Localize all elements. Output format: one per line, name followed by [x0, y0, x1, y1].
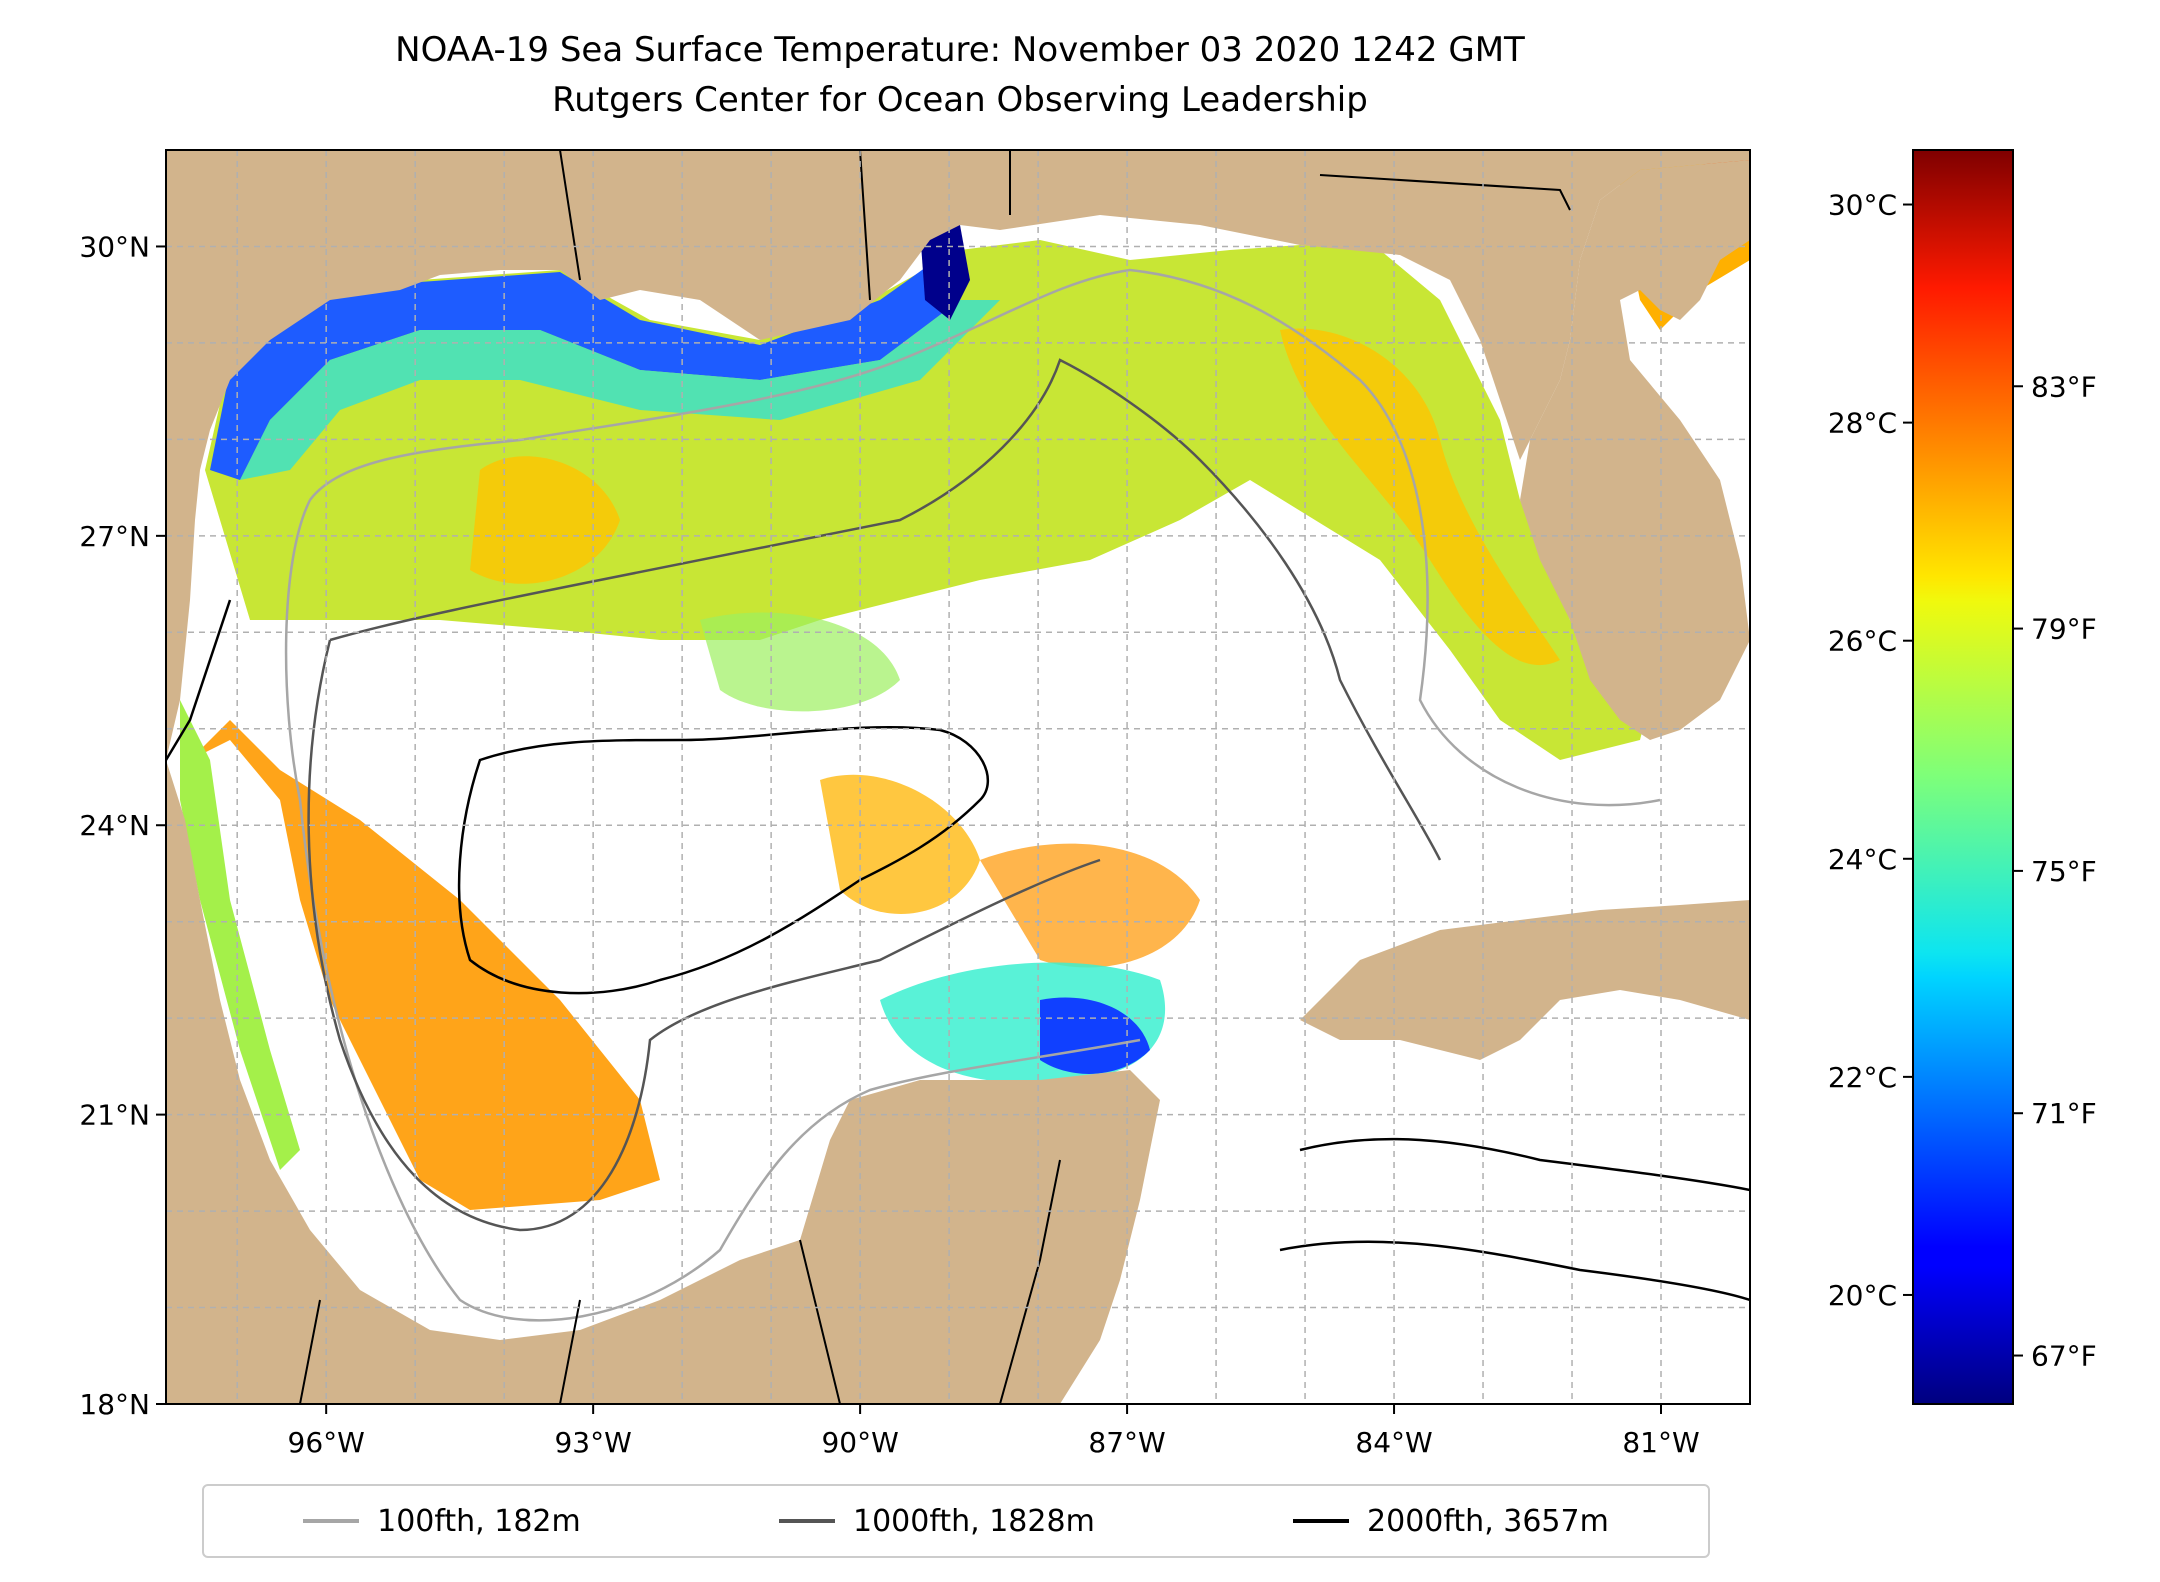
- bathymetry-100fth-contour: [284, 268, 1661, 1322]
- sst-western-coast-green: [180, 700, 300, 1170]
- legend-item-2000fth: 2000fth, 3657m: [1293, 1504, 1609, 1539]
- lon-tick-label: 87°W: [1088, 1426, 1165, 1459]
- mexico-state-borders: [299, 1159, 1061, 1404]
- lat-tick-label: 27°N: [79, 520, 150, 553]
- bathymetry-1000fth-contour: [307, 358, 1442, 1232]
- lon-tick-label: 96°W: [288, 1426, 365, 1459]
- celsius-tick-label: 22°C: [1828, 1061, 1897, 1094]
- legend-line-1000fth: [778, 1519, 835, 1523]
- legend-item-100fth: 100fth, 182m: [303, 1504, 581, 1539]
- lon-tick-label: 90°W: [821, 1426, 898, 1459]
- colorbar-celsius-axis: 30°C 28°C 26°C 24°C 22°C 20°C: [1828, 189, 1913, 1312]
- celsius-tick-label: 28°C: [1828, 407, 1897, 440]
- us-state-borders: [559, 150, 1571, 301]
- map-frame: [165, 149, 1751, 1405]
- us-mexico-border: [166, 599, 232, 761]
- sst-cool-coastal-band: [210, 250, 960, 480]
- map-subtitle: Rutgers Center for Ocean Observing Leade…: [552, 80, 1368, 120]
- sst-western-gulf-swath: [190, 720, 660, 1210]
- celsius-tick-label: 30°C: [1828, 189, 1897, 222]
- colorbar-fahrenheit-axis: 83°F 79°F 75°F 71°F 67°F: [2013, 370, 2097, 1373]
- legend-label-1000fth: 1000fth, 1828m: [852, 1503, 1095, 1539]
- legend-label-100fth: 100fth, 182m: [377, 1503, 581, 1539]
- legend-line-100fth: [303, 1519, 360, 1523]
- fahrenheit-tick-label: 75°F: [2031, 855, 2097, 888]
- sst-central-patch-2: [980, 843, 1200, 968]
- sst-warm-patch-east: [1280, 328, 1560, 666]
- lon-tick-label: 93°W: [554, 1426, 631, 1459]
- fahrenheit-tick-label: 71°F: [2031, 1097, 2097, 1130]
- legend-label-2000fth: 2000fth, 3657m: [1367, 1503, 1609, 1539]
- celsius-tick-label: 26°C: [1828, 625, 1897, 658]
- longitude-tick-labels: 96°W 93°W 90°W 87°W 84°W 81°W: [288, 1404, 1700, 1459]
- colorbar: [1912, 149, 2014, 1405]
- sst-teal-band: [240, 300, 1000, 480]
- lat-tick-label: 21°N: [79, 1099, 150, 1132]
- land-florida-peninsula: [1520, 160, 1750, 740]
- land-us-gulf-coast: [166, 150, 1750, 760]
- legend-item-1000fth: 1000fth, 1828m: [778, 1503, 1095, 1539]
- celsius-tick-label: 20°C: [1828, 1279, 1897, 1312]
- celsius-tick-label: 24°C: [1828, 843, 1897, 876]
- legend-line-2000fth: [1293, 1519, 1350, 1523]
- fahrenheit-tick-label: 79°F: [2031, 613, 2097, 646]
- sst-yucatan-blue-patch: [1040, 997, 1150, 1074]
- sst-cold-delta: [920, 225, 970, 320]
- lat-tick-label: 30°N: [79, 230, 150, 263]
- lon-tick-label: 84°W: [1355, 1426, 1432, 1459]
- sst-warm-patch-north: [470, 456, 620, 584]
- fahrenheit-tick-label: 67°F: [2031, 1340, 2097, 1373]
- land-cuba: [1300, 900, 1750, 1060]
- bathymetry-2000fth-contour: [457, 725, 1750, 1302]
- lat-tick-label: 18°N: [79, 1388, 150, 1421]
- sst-central-patch-3: [700, 612, 900, 712]
- land-mexico: [166, 760, 1160, 1404]
- lat-tick-label: 24°N: [79, 809, 150, 842]
- latitude-tick-labels: 30°N 27°N 24°N 21°N 18°N: [79, 230, 166, 1421]
- bathymetry-legend: 100fth, 182m 1000fth, 1828m 2000fth, 365…: [202, 1484, 1710, 1558]
- lon-tick-label: 81°W: [1622, 1426, 1699, 1459]
- fahrenheit-tick-label: 83°F: [2031, 370, 2097, 403]
- map-title: NOAA-19 Sea Surface Temperature: Novembe…: [395, 30, 1525, 70]
